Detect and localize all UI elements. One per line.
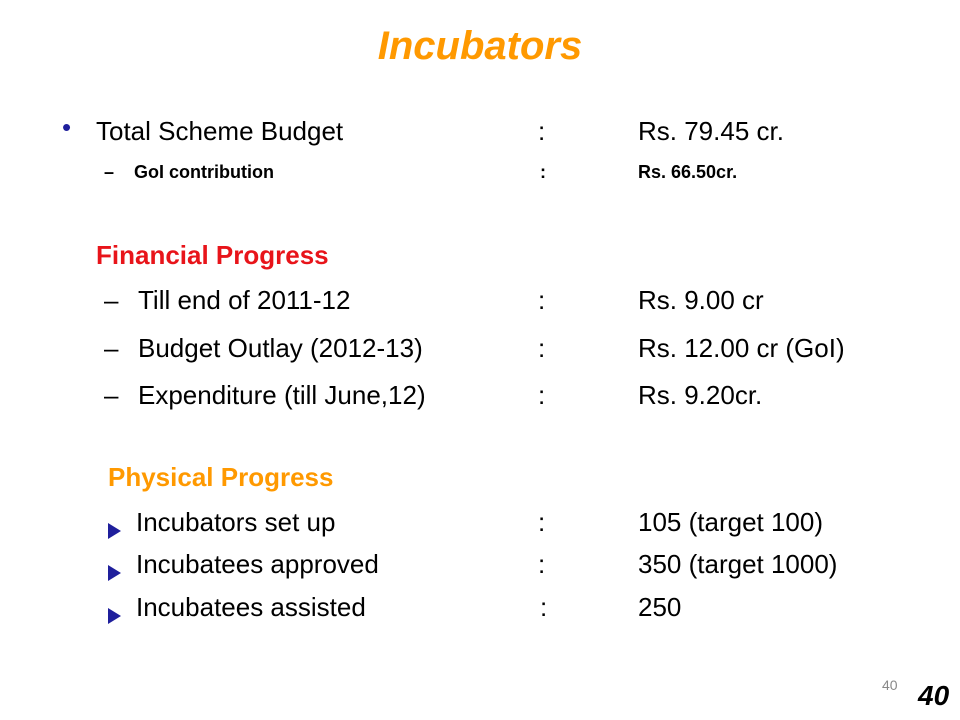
dash-marker: – [104,285,119,315]
financial-progress-heading: Financial Progress [96,240,329,270]
budget-label: Total Scheme Budget [96,116,344,146]
budget-colon: : [538,116,546,146]
physical-item-value: 250 [638,592,682,622]
arrow-bullet-icon [108,600,121,631]
financial-item-colon: : [538,333,546,363]
physical-progress-heading: Physical Progress [108,462,334,492]
goi-contribution-label: GoI contribution [134,162,274,182]
financial-item-label: Till end of 2011-12 [138,285,351,315]
physical-item-label: Incubatees assisted [136,592,366,622]
physical-item-value: 350 (target 1000) [638,549,838,579]
dash-marker: – [104,333,119,363]
physical-item-colon: : [538,507,546,537]
slide-title: Incubators [377,24,583,68]
slide-number-large: 40 [918,680,950,711]
financial-item-value: Rs. 12.00 cr (GoI) [638,333,845,363]
dash-marker: – [104,162,115,182]
financial-item-colon: : [538,380,546,410]
physical-item-colon: : [540,592,548,622]
physical-item-value: 105 (target 100) [638,507,824,537]
goi-contribution-value: Rs. 66.50cr. [638,162,738,182]
physical-item-label: Incubators set up [136,507,336,537]
financial-item-colon: : [538,285,546,315]
arrow-bullet-icon [108,557,121,588]
financial-item-value: Rs. 9.00 cr [638,285,764,315]
financial-item-value: Rs. 9.20cr. [638,380,763,410]
arrow-bullet-icon [108,515,121,546]
goi-contribution-colon: : [540,162,546,182]
budget-value: Rs. 79.45 cr. [638,116,784,146]
financial-item-label: Expenditure (till June,12) [138,380,426,410]
physical-item-label: Incubatees approved [136,549,379,579]
physical-item-colon: : [538,549,546,579]
slide-number-small: 40 [882,677,898,693]
dash-marker: – [104,380,119,410]
financial-item-label: Budget Outlay (2012-13) [138,333,423,363]
bullet-marker: • [62,112,72,142]
